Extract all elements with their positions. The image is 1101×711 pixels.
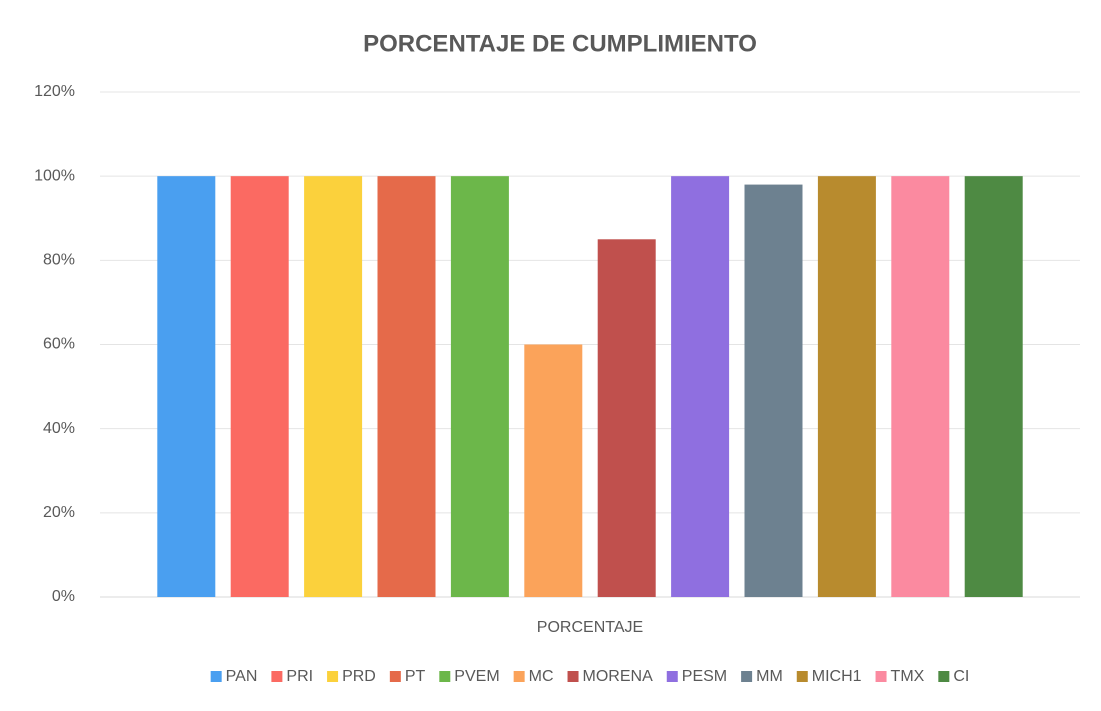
legend-swatch xyxy=(875,671,887,682)
legend-swatch xyxy=(439,671,451,682)
y-tick-label: 100% xyxy=(34,167,75,184)
legend-swatch xyxy=(327,671,339,682)
legend-swatch xyxy=(666,671,678,682)
legend-label: MORENA xyxy=(583,668,654,685)
legend-swatch xyxy=(210,671,222,682)
legend-label: PVEM xyxy=(454,668,499,685)
legend-label: PRI xyxy=(286,668,313,685)
legend-swatch xyxy=(567,671,579,682)
legend-swatch xyxy=(796,671,808,682)
bar xyxy=(891,176,950,597)
legend-label: MM xyxy=(756,668,783,685)
bar xyxy=(671,176,730,597)
legend-label: CI xyxy=(953,668,969,685)
legend-swatch xyxy=(271,671,283,682)
bar xyxy=(964,176,1023,597)
y-tick-label: 40% xyxy=(43,420,75,437)
legend-label: PT xyxy=(405,668,426,685)
legend-label: MC xyxy=(529,668,554,685)
bar xyxy=(450,176,509,597)
legend-label: PAN xyxy=(226,668,258,685)
bar xyxy=(157,176,216,597)
legend-label: PESM xyxy=(682,668,727,685)
bar xyxy=(304,176,363,597)
bar xyxy=(597,239,656,597)
legend-swatch xyxy=(389,671,401,682)
bar xyxy=(744,184,803,598)
bar xyxy=(377,176,436,597)
bar xyxy=(230,176,289,597)
legend-swatch xyxy=(938,671,950,682)
legend-swatch xyxy=(513,671,525,682)
legend-label: TMX xyxy=(891,668,925,685)
y-tick-label: 0% xyxy=(52,588,75,605)
legend-swatch xyxy=(741,671,753,682)
bar xyxy=(817,176,876,597)
legend-label: PRD xyxy=(342,668,376,685)
bar xyxy=(524,344,583,597)
chart-title: PORCENTAJE DE CUMPLIMIENTO xyxy=(363,30,757,57)
x-tick-label: PORCENTAJE xyxy=(537,619,643,636)
y-tick-label: 20% xyxy=(43,504,75,521)
y-tick-label: 80% xyxy=(43,252,75,269)
y-tick-label: 60% xyxy=(43,336,75,353)
legend-label: MICH1 xyxy=(812,668,862,685)
y-tick-label: 120% xyxy=(34,83,75,100)
